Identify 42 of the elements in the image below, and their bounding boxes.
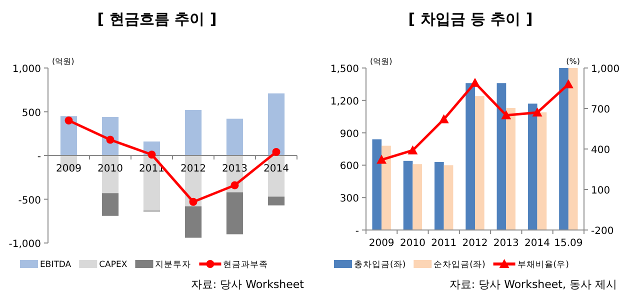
y-tick-label: - (37, 152, 42, 162)
y2-tick-label: 100 (591, 186, 610, 196)
y2-tick-label: -200 (591, 226, 614, 237)
legend-label: 총차입금(좌) (354, 260, 406, 270)
y-tick-label: 1,500 (330, 64, 359, 75)
y2-tick-label: 1,000 (591, 64, 620, 75)
x-tick-label: 2009 (56, 164, 82, 174)
legend-label: CAPEX (99, 260, 128, 270)
y-tick-label: - (355, 226, 360, 237)
legend-label: 부채비율(우) (517, 260, 569, 270)
legend-label: EBITDA (40, 260, 72, 270)
x-tick-label: 2010 (400, 238, 426, 249)
x-tick-label: 2013 (222, 164, 248, 174)
y-tick-label: 500 (22, 108, 41, 119)
text: 자료: 당사 Worksheet (190, 278, 305, 291)
x-tick-label: 2013 (493, 238, 519, 249)
x-tick-label: 15.09 (554, 238, 583, 249)
legend-label: 순차입금(좌) (434, 260, 486, 270)
x-tick-label: 2011 (431, 238, 457, 249)
y-tick-label: 300 (340, 194, 359, 205)
y-tick-label: -1,000 (8, 239, 41, 250)
x-tick-label: 2014 (524, 238, 550, 249)
x-tick-label: 2014 (264, 164, 289, 174)
y-tick-label: -500 (18, 195, 41, 206)
text: 자료: 당사 Worksheet, 동사 제시 (449, 278, 617, 291)
text: (억원) (52, 57, 74, 66)
y2-tick-label: 700 (591, 104, 610, 116)
x-tick-label: 2010 (98, 164, 123, 174)
chart-title: [ 차입금 등 추이 ] (408, 10, 533, 28)
legend-label: 현금과부족 (223, 260, 268, 270)
x-tick-label: 2012 (180, 164, 206, 174)
legend-label: 지분투자 (155, 260, 192, 270)
y2-tick-label: 400 (591, 145, 610, 156)
y-tick-label: 600 (340, 161, 359, 172)
text: (억원) (370, 57, 392, 66)
text: (%) (566, 57, 580, 66)
x-tick-label: 2009 (368, 238, 394, 249)
y-tick-label: 1,200 (330, 96, 359, 108)
x-tick-label: 2012 (462, 238, 488, 249)
y-tick-label: 1,000 (12, 64, 41, 75)
y-tick-label: 900 (340, 128, 359, 140)
chart-title: [ 현금흐름 추이 ] (97, 10, 217, 28)
